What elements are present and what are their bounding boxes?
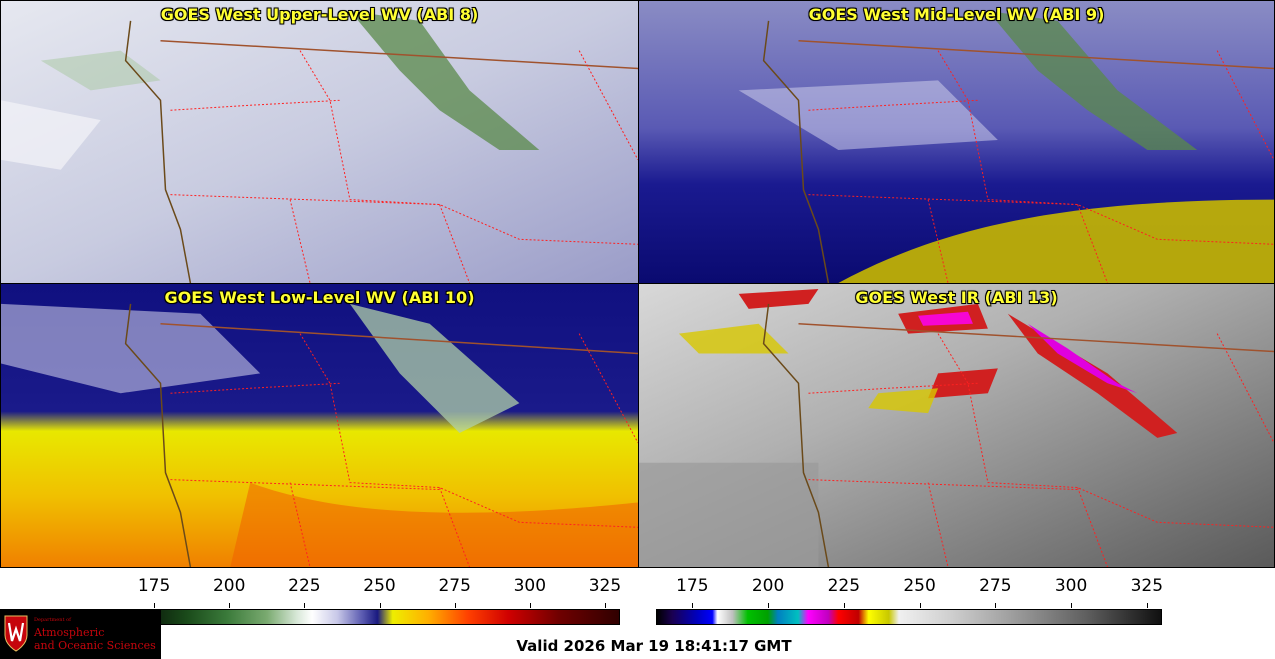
ir-tick-label: 325 [1130, 576, 1164, 596]
ir-tick-label: 275 [979, 576, 1012, 596]
wv-tick-mark [604, 603, 606, 608]
panel-low-level-wv: GOES West Low-Level WV (ABI 10) [0, 283, 639, 568]
logo-line2: and Oceanic Sciences [34, 639, 156, 652]
wv-tick-mark [229, 603, 231, 608]
logo-line1: Atmospheric [34, 626, 105, 639]
ir-tick-mark [919, 603, 921, 608]
wv-tick-label: 275 [438, 576, 471, 596]
panel-mid-level-wv: GOES West Mid-Level WV (ABI 9) [638, 0, 1275, 284]
valid-time: Valid 2026 Mar 19 18:41:17 GMT [516, 637, 792, 655]
ir-tick-label: 250 [903, 576, 936, 596]
ir-image [639, 284, 1274, 567]
ir-tick-mark [768, 603, 770, 608]
uw-crest-icon [4, 615, 28, 652]
ir-tick-mark [1071, 603, 1073, 608]
upper-level-wv-image [1, 1, 638, 283]
wv-tick-mark [154, 603, 156, 608]
ir-tick-mark [995, 603, 997, 608]
panel-upper-level-wv: GOES West Upper-Level WV (ABI 8) [0, 0, 639, 284]
ir-tick-label: 175 [676, 576, 709, 596]
wv-tick-label: 175 [137, 576, 171, 596]
ir-tick-label: 225 [827, 576, 861, 596]
wv-tick-label: 325 [588, 576, 622, 596]
wv-colorbar-gradient [115, 609, 620, 625]
low-level-wv-image [1, 284, 638, 567]
logo-dept: Department of [34, 617, 71, 623]
wv-tick-mark [379, 603, 381, 608]
wv-tick-label: 250 [363, 576, 396, 596]
wv-tick-label: 225 [288, 576, 321, 596]
wv-tick-mark [454, 603, 456, 608]
ir-tick-label: 300 [1054, 576, 1088, 596]
mid-level-wv-image [639, 1, 1274, 283]
ir-tick-label: 200 [751, 576, 785, 596]
panel-ir: GOES West IR (ABI 13) [638, 283, 1275, 568]
ir-tick-mark [1146, 603, 1148, 608]
wv-tick-mark [304, 603, 306, 608]
ir-tick-mark [692, 603, 694, 608]
wv-tick-label: 300 [513, 576, 547, 596]
wv-tick-mark [529, 603, 531, 608]
ir-tick-mark [843, 603, 845, 608]
aos-logo: Department of Atmospheric and Oceanic Sc… [0, 609, 161, 659]
wv-tick-label: 200 [212, 576, 246, 596]
ir-colorbar-gradient [656, 609, 1162, 625]
